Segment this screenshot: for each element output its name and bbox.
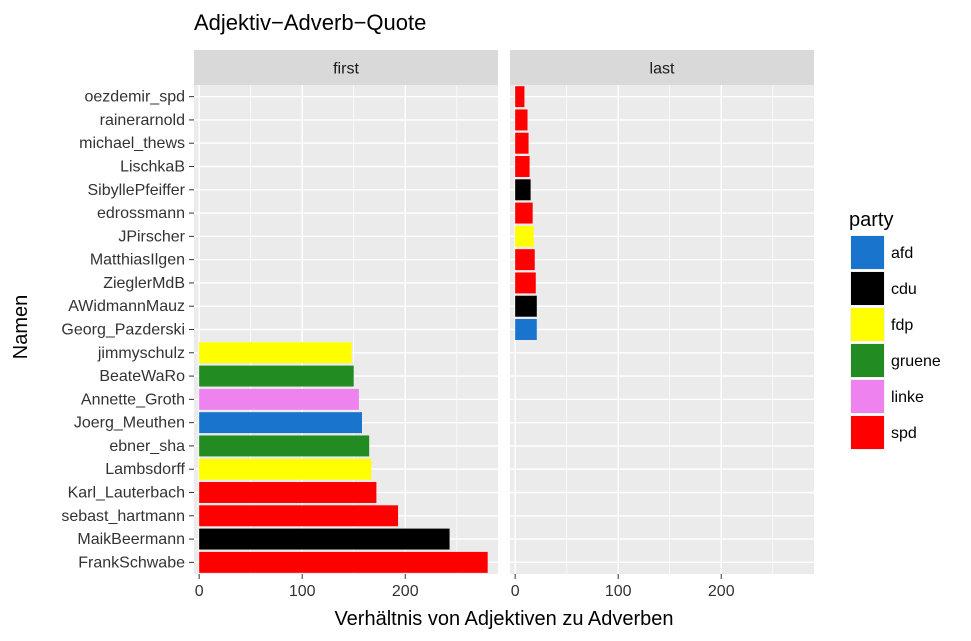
x-tick-label: 200: [392, 583, 419, 600]
legend-swatch-cdu: [851, 272, 884, 305]
y-axis: oezdemir_spd rainerarnold michael_thews Lis…: [61, 89, 194, 571]
y-tick-label: michael_thews: [79, 135, 185, 152]
y-tick-label: Lambsdorff: [105, 461, 185, 478]
y-tick-label: Annette_Groth: [81, 391, 185, 408]
facet-panels: first 0 100 200 last 0 100 200: [194, 50, 814, 600]
legend-label: spd: [891, 425, 917, 442]
legend-swatch-gruene: [851, 344, 884, 377]
bar-Lambsdorff: [199, 458, 372, 480]
x-tick-label: 200: [708, 583, 735, 600]
facet-strip-label: first: [333, 61, 359, 78]
bar-BeateWaRo: [199, 365, 354, 387]
y-tick-label: jimmyschulz: [97, 345, 185, 362]
y-tick-label: BeateWaRo: [99, 368, 185, 385]
legend-label: gruene: [891, 353, 941, 370]
bar-rainerarnold: [515, 109, 528, 131]
legend-title: party: [849, 209, 893, 231]
y-tick-label: Joerg_Meuthen: [74, 415, 185, 432]
bar-ebner_sha: [199, 435, 370, 457]
bar-ZieglerMdB: [515, 272, 536, 294]
legend-swatch-afd: [851, 236, 884, 269]
y-tick-label: sebast_hartmann: [61, 508, 185, 525]
bar-sebast_hartmann: [199, 505, 399, 527]
legend-label: cdu: [891, 281, 917, 298]
bar-edrossmann: [515, 202, 533, 224]
facet-strip: [194, 50, 498, 85]
bar-AWidmannMauz: [515, 295, 537, 317]
legend-swatch-fdp: [851, 308, 884, 341]
x-tick-label: 100: [289, 583, 316, 600]
y-tick-label: Karl_Lauterbach: [68, 485, 185, 502]
y-tick-label: LischkaB: [120, 159, 185, 176]
facet-strip: [510, 50, 814, 85]
legend: party afd cdu fdp gruene linke spd: [849, 209, 941, 450]
x-tick-label: 100: [605, 583, 632, 600]
y-axis-title: Namen: [10, 295, 32, 359]
legend-label: fdp: [891, 317, 913, 334]
y-tick-label: Georg_Pazderski: [61, 322, 185, 339]
y-tick-label: AWidmannMauz: [68, 298, 185, 315]
facet-panel-first: first 0 100 200: [194, 50, 498, 600]
legend-label: linke: [891, 389, 924, 406]
y-tick-label: SibyllePfeiffer: [87, 182, 185, 199]
y-tick-label: ZieglerMdB: [103, 275, 185, 292]
y-tick-label: MaikBeermann: [77, 531, 185, 548]
facet-panel-last: last 0 100 200: [510, 50, 814, 600]
facet-strip-label: last: [650, 61, 675, 78]
y-tick-label: FrankSchwabe: [78, 554, 185, 571]
bar-michael_thews: [515, 132, 529, 154]
y-tick-label: MatthiasIlgen: [90, 252, 185, 269]
legend-swatch-linke: [851, 380, 884, 413]
bar-Joerg_Meuthen: [199, 412, 362, 434]
bar-SibyllePfeiffer: [515, 179, 531, 201]
chart-title: Adjektiv−Adverb−Quote: [194, 10, 426, 35]
bar-MaikBeermann: [199, 528, 450, 550]
bar-Annette_Groth: [199, 388, 359, 410]
bar-Karl_Lauterbach: [199, 482, 377, 503]
y-tick-label: oezdemir_spd: [85, 89, 186, 106]
bar-FrankSchwabe: [199, 551, 488, 573]
bar-MatthiasIlgen: [515, 249, 535, 271]
x-axis-title: Verhältnis von Adjektiven zu Adverben: [334, 608, 673, 630]
bar-JPirscher: [515, 225, 534, 247]
x-tick-label: 0: [195, 583, 204, 600]
legend-swatch-spd: [851, 416, 884, 449]
bar-Georg_Pazderski: [515, 319, 537, 340]
bar-jimmyschulz: [199, 342, 352, 364]
x-tick-label: 0: [511, 583, 520, 600]
bar-oezdemir_spd: [515, 86, 525, 108]
y-tick-label: JPirscher: [118, 228, 185, 245]
bar-LischkaB: [515, 156, 530, 177]
legend-label: afd: [891, 245, 913, 262]
y-tick-label: rainerarnold: [100, 112, 185, 129]
y-tick-label: edrossmann: [97, 205, 185, 222]
y-tick-label: ebner_sha: [109, 438, 185, 455]
